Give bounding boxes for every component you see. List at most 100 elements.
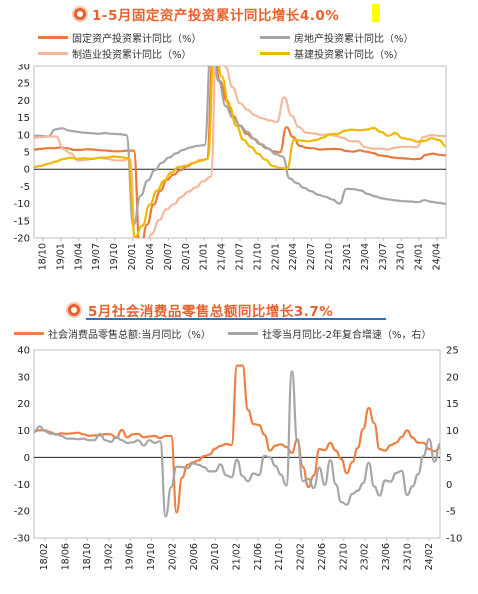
series-line-1: [34, 66, 446, 227]
title-underline: [86, 318, 386, 320]
x-tick-label: 21/10: [252, 243, 263, 270]
x-tick-label: 19/01: [55, 243, 66, 270]
legend-swatch: [260, 36, 290, 39]
x-tick-label: 19/10: [109, 243, 120, 270]
x-tick-label: 21/06: [253, 543, 264, 570]
legend-swatch: [260, 52, 290, 55]
x-tick-label: 20/01: [127, 243, 138, 270]
x-tick-label: 19/04: [73, 243, 84, 270]
x-tick-label: 23/10: [402, 543, 413, 570]
y-right-tick-label: 5: [446, 453, 452, 464]
x-tick-label: 18/06: [61, 543, 72, 570]
chart2-title-row: 5月社会消费品零售总额同比增长3.7%: [0, 298, 478, 322]
plot-frame: [33, 65, 447, 239]
y-tick-label: 10: [17, 426, 30, 437]
y-tick-label: 20: [17, 399, 30, 410]
y-tick-label: -10: [14, 480, 30, 491]
x-tick-label: 23/06: [381, 543, 392, 570]
y-tick-label: 10: [17, 130, 30, 141]
y-right-tick-label: 0: [446, 480, 452, 491]
series-group: [34, 66, 446, 238]
x-tick-label: 23/01: [342, 243, 353, 270]
x-tick-label: 23/10: [396, 243, 407, 270]
x-tick-label: 21/07: [235, 243, 246, 270]
x-tick-label: 20/06: [189, 543, 200, 570]
chart1-plot: 30 25 20 15 10 5 0 -5 -10 -15 -20 18/10 19/01 19/04 19…: [14, 64, 447, 270]
legend-swatch: [38, 52, 68, 55]
x-tick-label: 22/07: [306, 243, 317, 270]
y-right-tick-label: -10: [446, 534, 462, 545]
x-tick-label: 24/01: [414, 243, 425, 270]
x-tick-label: 18/10: [37, 243, 48, 270]
legend-label: 社会消费品零售总额:当月同比（%）: [48, 330, 211, 341]
legend-swatch: [14, 332, 44, 335]
chart1-title-row: 1-5月固定资产投资累计同比增长4.0%: [0, 2, 478, 26]
y-tick-label: 20: [17, 96, 30, 107]
x-tick-label: 20/10: [210, 543, 221, 570]
y-tick-label: 30: [17, 372, 30, 383]
legend-label: 制造业投资累计同比（%）: [72, 50, 192, 61]
legend-swatch: [228, 332, 258, 335]
x-tick-label: 21/10: [274, 543, 285, 570]
chart2-title: 5月社会消费品零售总额同比增长3.7%: [88, 304, 334, 320]
x-tick-label: 22/04: [288, 243, 299, 270]
x-tick-label: 19/06: [125, 543, 136, 570]
chart1-legend: 固定资产投资累计同比（%） 房地产投资累计同比（%） 制造业投资累计同比（%） …: [0, 30, 478, 66]
y-right-tick-label: 25: [446, 346, 459, 357]
y-tick-label: 25: [17, 79, 30, 90]
chart1-title: 1-5月固定资产投资累计同比增长4.0%: [92, 8, 340, 24]
y-tick-label: 5: [24, 148, 30, 159]
y-tick-label: 40: [17, 346, 30, 357]
x-tick-label: 23/02: [360, 543, 371, 570]
y-tick-label: -20: [14, 507, 30, 518]
title-bullet-icon: [72, 6, 88, 22]
x-tick-label: 18/10: [82, 543, 93, 570]
legend-label: 社零当月同比-2年复合增速（%，右）: [262, 330, 432, 341]
y-tick-label: 15: [17, 113, 30, 124]
x-tick-label: 21/02: [232, 543, 243, 570]
x-tick-label: 24/02: [424, 543, 435, 570]
y-tick-label: -10: [14, 199, 30, 210]
y-right-tick-label: 10: [446, 426, 459, 437]
series-line-1: [34, 370, 440, 518]
title-bullet-icon: [66, 302, 82, 318]
y-tick-label: 0: [24, 165, 30, 176]
legend-label: 基建投资累计同比（%）: [294, 50, 404, 61]
legend-swatch: [38, 36, 68, 39]
x-tick-label: 23/07: [378, 243, 389, 270]
y-tick-label: -20: [14, 234, 30, 245]
plot-frame: [33, 349, 441, 539]
x-tick-label: 21/04: [217, 243, 228, 270]
x-tick-label: 20/10: [181, 243, 192, 270]
y-tick-label: -30: [14, 534, 30, 545]
x-tick-label: 24/04: [432, 243, 443, 270]
x-tick-label: 22/10: [338, 543, 349, 570]
chart2-legend: 社会消费品零售总额:当月同比（%） 社零当月同比-2年复合增速（%，右）: [0, 326, 478, 342]
x-tick-label: 22/10: [324, 243, 335, 270]
x-tick-label: 19/02: [103, 543, 114, 570]
y-tick-label: -15: [14, 216, 30, 227]
x-tick-label: 19/10: [146, 543, 157, 570]
x-tick-label: 22/06: [317, 543, 328, 570]
x-tick-label: 18/02: [39, 543, 50, 570]
x-tick-label: 20/04: [145, 243, 156, 270]
x-tick-label: 20/02: [167, 543, 178, 570]
x-tick-label: 20/07: [163, 243, 174, 270]
legend-label: 房地产投资累计同比（%）: [294, 34, 414, 45]
x-tick-label: 23/04: [360, 243, 371, 270]
y-right-tick-label: -5: [446, 507, 456, 518]
y-tick-label: -5: [20, 182, 30, 193]
chart2-plot: 40 30 20 10 0 -10 -20 -30 25 20 15 10 5 0 -5 -10 18/02 18…: [14, 346, 463, 571]
y-right-tick-label: 15: [446, 399, 459, 410]
x-tick-label: 22/01: [270, 243, 281, 270]
y-tick-label: 30: [17, 64, 30, 73]
series-line-3: [34, 66, 446, 238]
title-highlight-mark: [372, 4, 380, 22]
legend-label: 固定资产投资累计同比（%）: [72, 34, 202, 45]
x-tick-label: 22/02: [296, 543, 307, 570]
y-tick-label: 0: [24, 453, 30, 464]
y-right-tick-label: 20: [446, 372, 459, 383]
x-tick-label: 21/01: [199, 243, 210, 270]
series-group: [34, 364, 440, 518]
x-tick-label: 19/07: [91, 243, 102, 270]
